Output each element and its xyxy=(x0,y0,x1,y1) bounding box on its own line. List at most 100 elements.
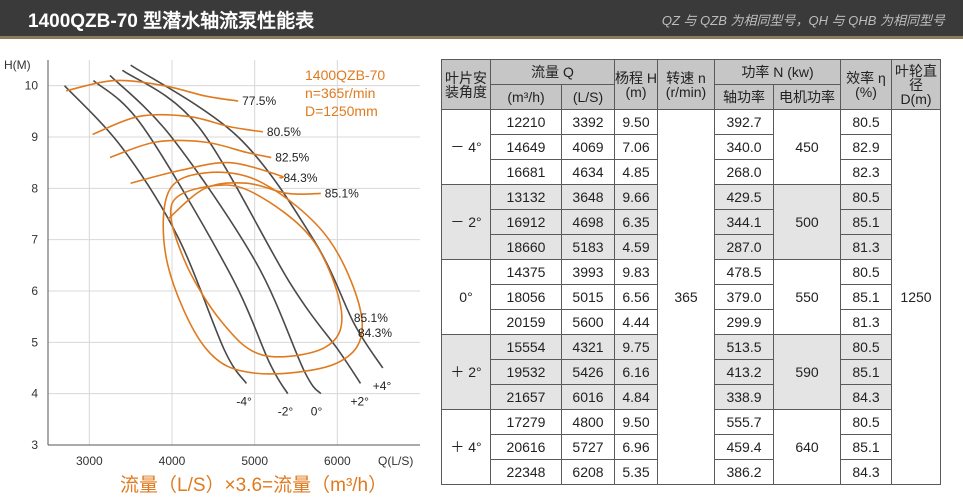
efficiency-curve xyxy=(66,79,239,102)
cell-efficiency: 81.3 xyxy=(840,309,892,335)
cell-flow-ls: 4800 xyxy=(561,409,615,435)
cell-motor-power: 590 xyxy=(773,334,841,410)
cell-efficiency: 85.1 xyxy=(840,359,892,385)
cell-motor-power: 500 xyxy=(773,184,841,260)
cell-efficiency: 85.1 xyxy=(840,434,892,460)
cell-flow-m3h: 12210 xyxy=(490,109,562,135)
cell-diameter: 1250 xyxy=(891,109,941,485)
cell-flow-ls: 5727 xyxy=(561,434,615,460)
efficiency-curve-label: 84.3% xyxy=(283,171,317,185)
cell-head: 9.50 xyxy=(614,409,658,435)
cell-shaft-power: 513.5 xyxy=(714,334,774,360)
cell-flow-ls: 5183 xyxy=(561,234,615,260)
cell-flow-m3h: 20159 xyxy=(490,309,562,335)
blade-curve xyxy=(63,85,248,384)
table-row: 21657 6016 4.84 338.9 84.3 xyxy=(441,384,941,410)
cell-head: 4.44 xyxy=(614,309,658,335)
cell-flow-ls: 5600 xyxy=(561,309,615,335)
cell-shaft-power: 287.0 xyxy=(714,234,774,260)
header-power: 功率 N (kw) xyxy=(714,59,841,85)
cell-shaft-power: 478.5 xyxy=(714,259,774,285)
cell-efficiency: 82.3 xyxy=(840,159,892,185)
cell-flow-ls: 4698 xyxy=(561,209,615,235)
efficiency-curve-label: 82.5% xyxy=(275,151,309,165)
cell-head: 6.96 xyxy=(614,434,658,460)
cell-shaft-power: 379.0 xyxy=(714,284,774,310)
cell-flow-m3h: 17279 xyxy=(490,409,562,435)
cell-flow-m3h: 22348 xyxy=(490,459,562,485)
efficiency-island-85-1 xyxy=(169,184,343,358)
chart-subtitle: n=365r/min xyxy=(305,85,375,101)
title-bar: 1400QZB-70 型潜水轴流泵性能表 QZ 与 QZB 为相同型号，QH 与… xyxy=(0,0,963,39)
cell-flow-m3h: 16912 xyxy=(490,209,562,235)
cell-shaft-power: 268.0 xyxy=(714,159,774,185)
cell-flow-ls: 4321 xyxy=(561,334,615,360)
x-tick-label: 5000 xyxy=(241,454,268,468)
cell-motor-power: 640 xyxy=(773,409,841,485)
cell-head: 6.56 xyxy=(614,284,658,310)
cell-efficiency: 80.5 xyxy=(840,334,892,360)
header-angle: 叶片安装角度 xyxy=(441,59,491,110)
cell-head: 9.66 xyxy=(614,184,658,210)
cell-flow-ls: 3648 xyxy=(561,184,615,210)
header-head: 杨程 H (m) xyxy=(614,59,658,110)
y-tick-label: 4 xyxy=(31,387,38,401)
cell-shaft-power: 555.7 xyxy=(714,409,774,435)
cell-shaft-power: 344.1 xyxy=(714,209,774,235)
efficiency-curve xyxy=(167,181,321,220)
header-diameter: 叶轮直径 D(m) xyxy=(891,59,941,110)
cell-angle: － 4° xyxy=(441,109,491,185)
cell-flow-ls: 6016 xyxy=(561,384,615,410)
blade-curve-label: -4° xyxy=(236,394,252,408)
cell-efficiency: 80.5 xyxy=(840,184,892,210)
cell-motor-power: 450 xyxy=(773,109,841,185)
cell-head: 5.35 xyxy=(614,459,658,485)
cell-angle: － 2° xyxy=(441,184,491,260)
cell-efficiency: 84.3 xyxy=(840,459,892,485)
cell-flow-m3h: 14375 xyxy=(490,259,562,285)
blade-curve-label: +2° xyxy=(350,394,369,408)
header-flow: 流量 Q xyxy=(490,59,615,85)
chart-title: 1400QZB-70 xyxy=(305,67,385,83)
header-flow-ls: (L/S) xyxy=(561,84,615,110)
cell-flow-m3h: 18660 xyxy=(490,234,562,260)
cell-flow-ls: 4634 xyxy=(561,159,615,185)
cell-flow-m3h: 18056 xyxy=(490,284,562,310)
x-tick-label: 4000 xyxy=(159,454,186,468)
cell-angle: ＋ 2° xyxy=(441,334,491,410)
efficiency-island-84-3 xyxy=(162,171,363,375)
cell-shaft-power: 386.2 xyxy=(714,459,774,485)
cell-flow-ls: 5426 xyxy=(561,359,615,385)
cell-shaft-power: 392.7 xyxy=(714,109,774,135)
cell-shaft-power: 413.2 xyxy=(714,359,774,385)
cell-flow-m3h: 21657 xyxy=(490,384,562,410)
chart-subtitle: D=1250mm xyxy=(305,103,378,119)
model-note: QZ 与 QZB 为相同型号，QH 与 QHB 为相同型号 xyxy=(661,13,945,28)
cell-motor-power: 550 xyxy=(773,259,841,335)
efficiency-island-label: 84.3% xyxy=(358,326,392,340)
header-flow-m3h: (m³/h) xyxy=(490,84,562,110)
y-tick-label: 3 xyxy=(31,438,38,452)
header-speed: 转速 n (r/min) xyxy=(657,59,715,110)
cell-flow-m3h: 14649 xyxy=(490,134,562,160)
cell-flow-ls: 3993 xyxy=(561,259,615,285)
cell-flow-ls: 4069 xyxy=(561,134,615,160)
table-row: － 4° 12210 3392 9.50 365 392.7 450 80.5 1250 xyxy=(441,109,941,485)
efficiency-curve xyxy=(109,139,272,159)
cell-shaft-power: 429.5 xyxy=(714,184,774,210)
blade-curve-label: 0° xyxy=(311,405,323,419)
x-tick-label: 3000 xyxy=(76,454,103,468)
cell-speed: 365 xyxy=(657,109,715,485)
header-motor-power: 电机功率 xyxy=(773,84,841,110)
cell-flow-m3h: 13132 xyxy=(490,184,562,210)
cell-angle: ＋ 4° xyxy=(441,409,491,485)
cell-efficiency: 85.1 xyxy=(840,284,892,310)
blade-curve-label: -2° xyxy=(278,405,294,419)
efficiency-curve-label: 80.5% xyxy=(267,125,301,139)
efficiency-curve-label: 85.1% xyxy=(325,186,359,200)
efficiency-curve-label: 77.5% xyxy=(242,94,276,108)
cell-head: 6.16 xyxy=(614,359,658,385)
cell-angle: 0° xyxy=(441,259,491,335)
cell-flow-m3h: 16681 xyxy=(490,159,562,185)
cell-head: 4.84 xyxy=(614,384,658,410)
